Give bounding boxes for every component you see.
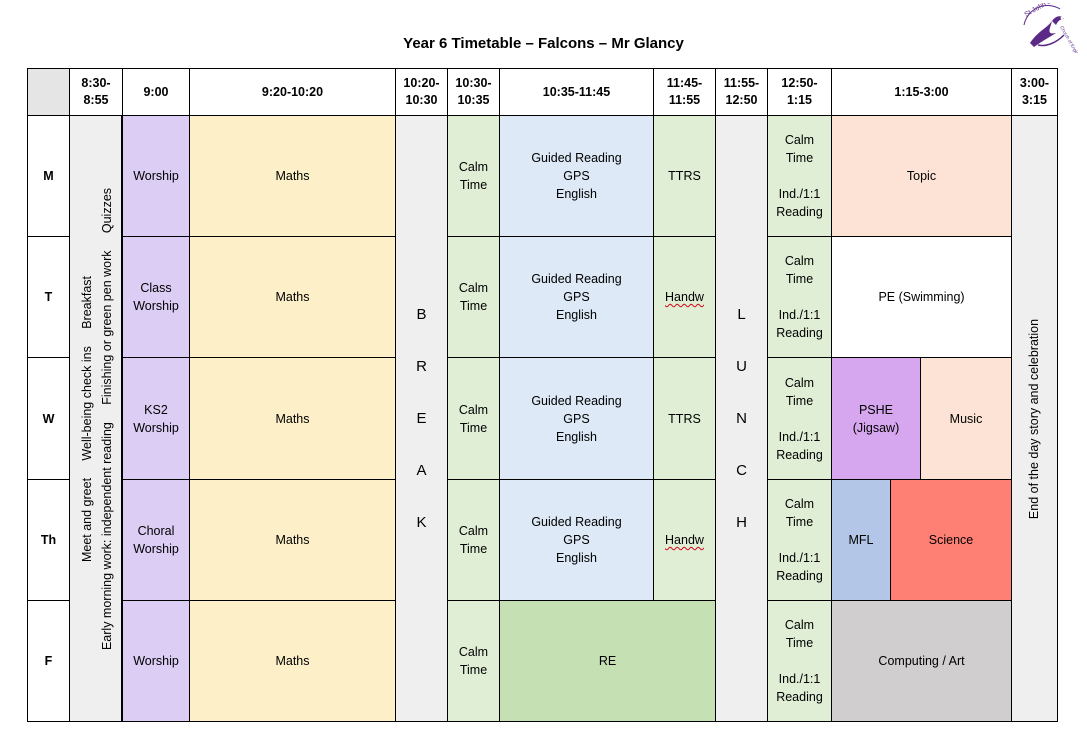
break-letter: B — [416, 305, 427, 323]
science-cell: Science — [890, 479, 1012, 601]
maths-cell: Maths — [189, 600, 396, 722]
svg-text:Church of England Primary Scho: Church of England Primary School — [1059, 25, 1080, 53]
maths-cell: Maths — [189, 236, 396, 358]
page-title: Year 6 Timetable – Falcons – Mr Glancy — [403, 35, 684, 52]
lunch-letter: C — [736, 461, 747, 479]
calm-time-cell: Calm Time — [447, 600, 500, 722]
day-label: M — [27, 115, 70, 237]
lunch-column: L U N C H — [715, 115, 768, 722]
topic-cell: Topic — [831, 115, 1012, 237]
worship-cell: Class Worship — [122, 236, 190, 358]
handwriting-label: Handw — [665, 533, 704, 547]
worship-cell: Worship — [122, 115, 190, 237]
calm-time-cell: Calm Time — [447, 357, 500, 480]
handwriting-cell: Handw — [653, 236, 716, 358]
worship-cell: KS2 Worship — [122, 357, 190, 480]
calm-time-cell: Calm Time — [447, 479, 500, 601]
lunch-letter: N — [736, 409, 747, 427]
header-time-1020: 10:20- 10:30 — [395, 68, 448, 116]
lunch-letter: L — [737, 305, 746, 323]
handwriting-label: Handw — [665, 290, 704, 304]
calm-time-cell: Calm Time — [447, 115, 500, 237]
header-time-1155: 11:55- 12:50 — [715, 68, 768, 116]
worship-cell: Choral Worship — [122, 479, 190, 601]
morning-line-2: Early morning work: independent reading … — [100, 187, 114, 649]
calm-time-cell: Calm Time — [447, 236, 500, 358]
header-time-900: 9:00 — [122, 68, 190, 116]
maths-cell: Maths — [189, 115, 396, 237]
day-label: Th — [27, 479, 70, 601]
break-letter: K — [416, 513, 427, 531]
guided-reading-cell: Guided Reading GPS English — [499, 115, 654, 237]
ttrs-cell: TTRS — [653, 357, 716, 480]
corner-cell — [27, 68, 70, 116]
lunch-letter: U — [736, 357, 747, 375]
morning-meet-greet: Meet and greet — [79, 477, 94, 562]
morning-green-pen: Finishing or green pen work — [99, 249, 114, 405]
morning-quizzes: Quizzes — [99, 187, 114, 233]
pe-swimming-cell: PE (Swimming) — [831, 236, 1012, 358]
break-letter: R — [416, 357, 427, 375]
break-letter: E — [416, 409, 427, 427]
morning-activities: Meet and greet Well-being check ins Brea… — [69, 115, 122, 722]
morning-wellbeing: Well-being check ins — [79, 345, 94, 461]
header-time-300: 3:00- 3:15 — [1011, 68, 1058, 116]
header-time-920: 9:20-10:20 — [189, 68, 396, 116]
end-of-day-label: End of the day story and celebration — [1027, 318, 1042, 519]
header-time-830: 8:30- 8:55 — [69, 68, 123, 116]
guided-reading-cell: Guided Reading GPS English — [499, 236, 654, 358]
guided-reading-cell: Guided Reading GPS English — [499, 479, 654, 601]
reading-cell: Calm Time Ind./1:1 Reading — [767, 479, 832, 601]
school-logo: St John's Church of England Primary Scho… — [1024, 3, 1081, 53]
break-letter: A — [416, 461, 427, 479]
handwriting-cell: Handw — [653, 479, 716, 601]
worship-cell: Worship — [122, 600, 190, 722]
pshe-cell: PSHE (Jigsaw) — [831, 357, 921, 480]
header-time-1030: 10:30- 10:35 — [447, 68, 500, 116]
morning-early-work: Early morning work: independent reading — [99, 421, 114, 650]
lunch-letter: H — [736, 513, 747, 531]
computing-art-cell: Computing / Art — [831, 600, 1012, 722]
reading-cell: Calm Time Ind./1:1 Reading — [767, 600, 832, 722]
header-time-1250: 12:50- 1:15 — [767, 68, 832, 116]
day-label: W — [27, 357, 70, 480]
ttrs-cell: TTRS — [653, 115, 716, 237]
day-label: T — [27, 236, 70, 358]
morning-line-1: Meet and greet Well-being check ins Brea… — [80, 275, 94, 561]
maths-cell: Maths — [189, 479, 396, 601]
header-time-115: 1:15-3:00 — [831, 68, 1012, 116]
break-column: B R E A K — [395, 115, 448, 722]
music-cell: Music — [920, 357, 1012, 480]
header-time-1035: 10:35-11:45 — [499, 68, 654, 116]
day-label: F — [27, 600, 70, 722]
reading-cell: Calm Time Ind./1:1 Reading — [767, 357, 832, 480]
guided-reading-cell: Guided Reading GPS English — [499, 357, 654, 480]
reading-cell: Calm Time Ind./1:1 Reading — [767, 115, 832, 237]
mfl-cell: MFL — [831, 479, 891, 601]
header-time-1145: 11:45- 11:55 — [653, 68, 716, 116]
re-cell: RE — [499, 600, 716, 722]
svg-text:St John's: St John's — [1024, 3, 1053, 19]
end-of-day-column: End of the day story and celebration — [1011, 115, 1058, 722]
reading-cell: Calm Time Ind./1:1 Reading — [767, 236, 832, 358]
morning-breakfast: Breakfast — [79, 275, 94, 329]
maths-cell: Maths — [189, 357, 396, 480]
